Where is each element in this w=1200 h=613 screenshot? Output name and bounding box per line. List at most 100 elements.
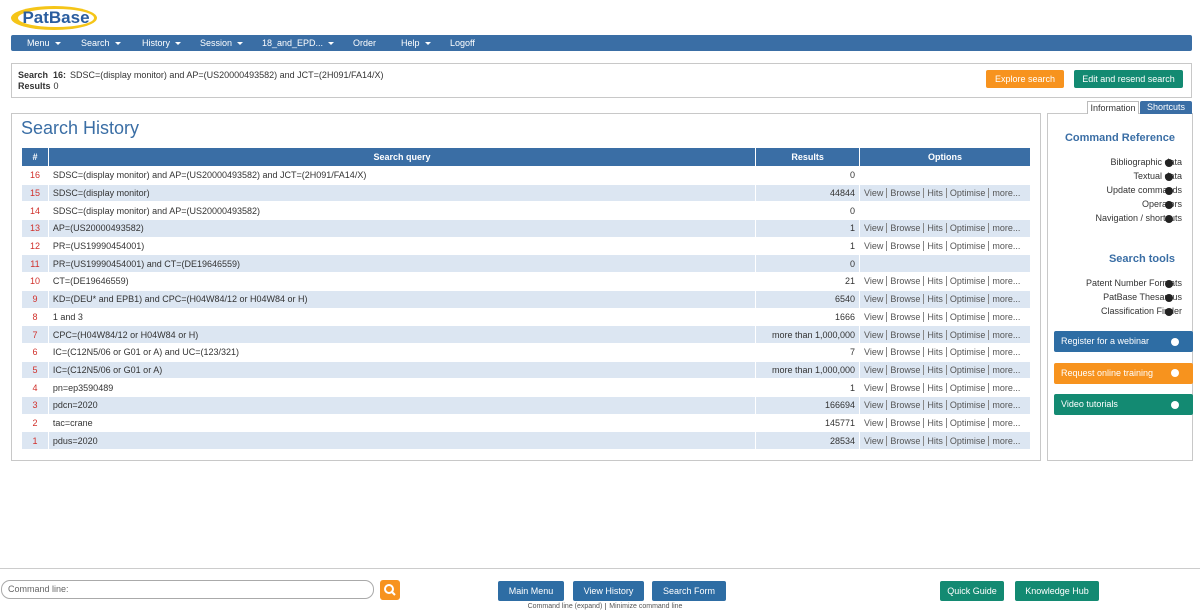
footer-link[interactable]: Command line (expand) [527,603,603,610]
footer-button[interactable]: View History [573,581,644,601]
row-number[interactable]: 3 [22,396,48,414]
side-link[interactable]: Patent Number Formats [1085,278,1182,288]
row-number[interactable]: 12 [29,241,40,252]
sidebar-button[interactable]: Request online training [1054,362,1193,384]
side-link[interactable]: Operators [1141,199,1182,209]
option-link[interactable]: more... [988,400,1021,411]
option-link[interactable]: Hits [923,417,943,428]
option-link[interactable]: Hits [923,329,943,340]
side-link[interactable]: Update commands [1106,185,1182,195]
row-number[interactable]: 10 [29,276,40,287]
option-link[interactable]: more... [988,417,1021,428]
row-number[interactable]: 7 [22,326,48,343]
option-link[interactable]: View [864,435,884,446]
footer-button[interactable]: Main Menu [498,581,564,601]
option-link[interactable]: Optimise [945,329,986,340]
option-link[interactable]: more... [988,241,1021,252]
option-link[interactable]: Browse [886,382,921,393]
option-link[interactable]: Hits [923,311,943,322]
option-link[interactable]: Optimise [945,311,986,322]
option-link[interactable]: View [864,364,884,375]
option-link[interactable]: Browse [886,188,921,199]
row-number[interactable]: 4 [32,382,38,393]
option-link[interactable]: Hits [923,347,943,358]
option-link[interactable]: Optimise [945,417,986,428]
option-link[interactable]: Optimise [945,241,986,252]
nav-item[interactable]: Help [401,35,431,51]
nav-item[interactable]: Menu [27,35,61,51]
row-number[interactable]: 8 [32,311,38,322]
option-link[interactable]: View [864,347,884,358]
option-link[interactable]: View [864,241,884,252]
option-link[interactable]: View [864,329,884,340]
option-link[interactable]: Optimise [945,400,986,411]
option-link[interactable]: Optimise [945,276,986,287]
row-number[interactable]: 14 [29,205,40,216]
row-number[interactable]: 9 [22,290,48,308]
tab[interactable]: Shortcuts [1140,101,1192,114]
action-button[interactable]: Explore search [986,70,1064,88]
option-link[interactable]: Optimise [945,347,986,358]
option-link[interactable]: Optimise [945,223,986,234]
option-link[interactable]: Browse [886,417,921,428]
option-link[interactable]: Hits [923,382,943,393]
option-link[interactable]: Hits [923,188,943,199]
option-link[interactable]: View [864,294,884,305]
option-link[interactable]: View [864,276,884,287]
option-link[interactable]: Browse [886,276,921,287]
command-input[interactable]: Command line: [1,580,374,599]
option-link[interactable]: View [864,400,884,411]
option-link[interactable]: Browse [886,311,921,322]
side-link[interactable]: PatBase Thesaurus [1103,292,1182,302]
sidebar-button[interactable]: Register for a webinar [1054,331,1193,352]
option-link[interactable]: more... [988,311,1021,322]
option-link[interactable]: Hits [923,400,943,411]
option-link[interactable]: Optimise [945,435,986,446]
row-number[interactable]: 16 [29,170,40,181]
option-link[interactable]: Browse [886,347,921,358]
option-link[interactable]: Hits [923,276,943,287]
row-number[interactable]: 13 [22,220,48,237]
option-link[interactable]: View [864,188,884,199]
option-link[interactable]: more... [988,329,1021,340]
option-link[interactable]: Hits [923,435,943,446]
option-link[interactable]: more... [988,382,1021,393]
tab[interactable]: Information [1087,101,1139,114]
side-link[interactable]: Classification Finder [1100,306,1182,316]
action-button[interactable]: Edit and resend search [1074,70,1183,88]
option-link[interactable]: Browse [886,294,921,305]
option-link[interactable]: Hits [923,364,943,375]
option-link[interactable]: more... [988,223,1021,234]
option-link[interactable]: Optimise [945,364,986,375]
option-link[interactable]: Optimise [945,294,986,305]
option-link[interactable]: View [864,417,884,428]
side-link[interactable]: Navigation / shortcuts [1095,213,1182,223]
option-link[interactable]: Optimise [945,382,986,393]
option-link[interactable]: Browse [886,241,921,252]
row-number[interactable]: 15 [22,184,48,202]
row-number[interactable]: 11 [22,255,48,273]
option-link[interactable]: Browse [886,435,921,446]
row-number[interactable]: 2 [32,417,38,428]
sidebar-button[interactable]: Video tutorials [1054,394,1193,415]
option-link[interactable]: more... [988,347,1021,358]
row-number[interactable]: 1 [22,432,48,449]
footer-right-button[interactable]: Knowledge Hub [1015,581,1099,601]
nav-item[interactable]: Search [81,35,121,51]
footer-link[interactable]: Minimize command line [605,603,683,610]
row-number[interactable]: 5 [22,361,48,379]
option-link[interactable]: Hits [923,223,943,234]
option-link[interactable]: more... [988,276,1021,287]
option-link[interactable]: Browse [886,223,921,234]
option-link[interactable]: Hits [923,294,943,305]
option-link[interactable]: Browse [886,329,921,340]
nav-item[interactable]: Logoff [450,35,475,51]
option-link[interactable]: View [864,311,884,322]
option-link[interactable]: more... [988,364,1021,375]
option-link[interactable]: Browse [886,400,921,411]
nav-item[interactable]: History [142,35,182,51]
nav-item[interactable]: 18_and_EPD... [262,35,335,51]
logo[interactable]: PatBase [10,4,98,32]
side-link[interactable]: Bibliographic data [1110,157,1182,167]
row-number[interactable]: 6 [32,347,38,358]
